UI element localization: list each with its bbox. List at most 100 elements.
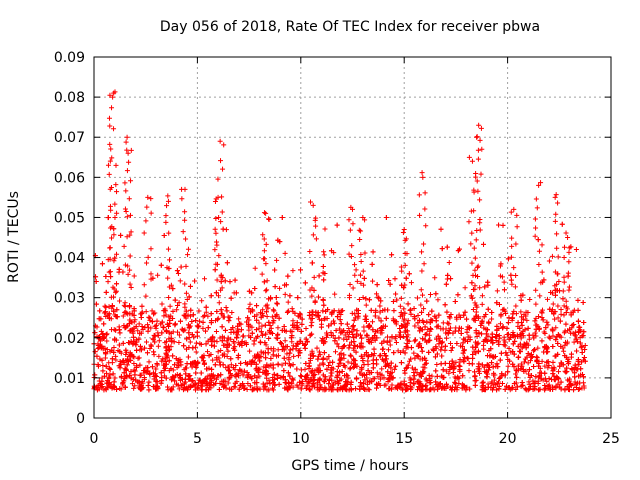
data-point	[313, 236, 319, 242]
data-point	[264, 314, 270, 320]
data-point	[321, 340, 327, 346]
data-point	[475, 156, 481, 162]
data-point	[285, 308, 291, 314]
data-point	[426, 349, 432, 355]
data-point	[438, 226, 444, 232]
data-point	[117, 385, 123, 391]
data-point	[560, 345, 566, 351]
data-point	[161, 368, 167, 374]
data-point	[278, 341, 284, 347]
data-point	[351, 356, 357, 362]
data-point	[422, 190, 428, 196]
data-point	[443, 385, 449, 391]
data-point	[361, 362, 367, 368]
data-point	[240, 372, 246, 378]
data-point	[341, 343, 347, 349]
data-point	[229, 309, 235, 315]
data-point	[226, 342, 232, 348]
data-point	[573, 333, 579, 339]
data-point	[384, 339, 390, 345]
data-point	[500, 325, 506, 331]
data-point	[104, 370, 110, 376]
data-point	[525, 342, 531, 348]
data-point	[346, 326, 352, 332]
data-point	[484, 327, 490, 333]
data-point	[164, 338, 170, 344]
data-point	[385, 369, 391, 375]
data-point	[475, 315, 481, 321]
data-point	[502, 386, 508, 392]
data-point	[103, 289, 109, 295]
data-point	[564, 306, 570, 312]
data-point	[473, 302, 479, 308]
data-point	[361, 282, 367, 288]
data-point	[322, 374, 328, 380]
data-point	[363, 350, 369, 356]
data-point	[471, 187, 477, 193]
data-point	[510, 361, 516, 367]
data-point	[98, 381, 104, 387]
data-point	[166, 343, 172, 349]
data-point	[499, 380, 505, 386]
data-point	[455, 248, 461, 254]
data-point	[189, 332, 195, 338]
data-point	[563, 369, 569, 375]
data-point	[551, 310, 557, 316]
data-point	[533, 301, 539, 307]
data-point	[264, 362, 270, 368]
data-point	[450, 361, 456, 367]
data-point	[233, 362, 239, 368]
data-point	[449, 387, 455, 393]
data-point	[313, 215, 319, 221]
data-point	[555, 315, 561, 321]
data-point	[479, 293, 485, 299]
data-point	[132, 317, 138, 323]
data-point	[375, 294, 381, 300]
data-point	[474, 178, 480, 184]
data-point	[289, 306, 295, 312]
data-point	[543, 325, 549, 331]
data-point	[267, 323, 273, 329]
data-point	[555, 332, 561, 338]
data-point	[436, 338, 442, 344]
data-point	[305, 372, 311, 378]
data-point	[369, 335, 375, 341]
data-point	[235, 355, 241, 361]
data-point	[531, 348, 537, 354]
data-point	[271, 318, 277, 324]
data-point	[555, 341, 561, 347]
data-point	[408, 311, 414, 317]
data-point	[472, 267, 478, 273]
data-point	[398, 380, 404, 386]
data-point	[181, 343, 187, 349]
data-point	[116, 363, 122, 369]
data-point	[182, 281, 188, 287]
data-point	[106, 374, 112, 380]
data-point	[476, 122, 482, 128]
data-point	[392, 366, 398, 372]
data-point	[393, 291, 399, 297]
grid-layer	[94, 57, 611, 418]
data-point	[297, 338, 303, 344]
data-point	[388, 374, 394, 380]
data-point	[317, 362, 323, 368]
data-point	[165, 246, 171, 252]
data-point	[536, 387, 542, 393]
data-point	[377, 303, 383, 309]
data-point	[299, 382, 305, 388]
data-point	[101, 387, 107, 393]
data-point	[419, 268, 425, 274]
data-point	[473, 350, 479, 356]
data-point	[439, 373, 445, 379]
data-point	[234, 335, 240, 341]
data-point	[285, 370, 291, 376]
y-tick-label: 0.08	[54, 90, 85, 106]
data-point	[170, 374, 176, 380]
data-point	[224, 260, 230, 266]
data-point	[581, 355, 587, 361]
data-point	[360, 358, 366, 364]
data-point	[378, 318, 384, 324]
data-point	[92, 349, 98, 355]
data-point	[123, 188, 129, 194]
data-point	[271, 308, 277, 314]
